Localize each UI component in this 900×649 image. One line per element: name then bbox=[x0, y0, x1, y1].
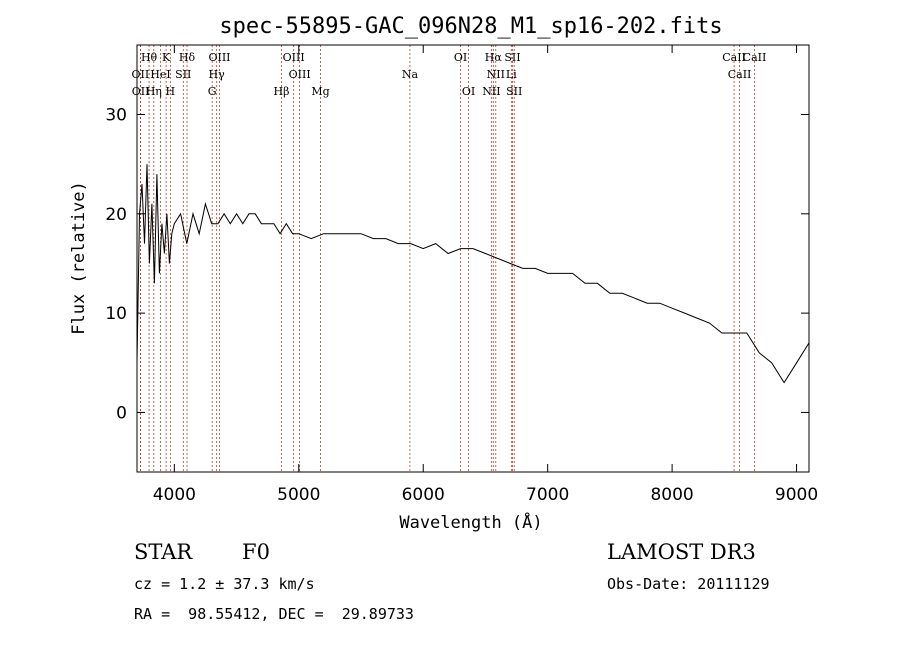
spectral-line-label: Na bbox=[402, 68, 419, 81]
y-tick-label: 0 bbox=[116, 403, 127, 423]
spectral-line-label: SII bbox=[506, 85, 522, 98]
y-tick-label: 20 bbox=[105, 205, 127, 225]
redshift-cz: cz = 1.2 ± 37.3 km/s bbox=[134, 575, 315, 593]
coordinates-ra-dec: RA = 98.55412, DEC = 29.89733 bbox=[134, 605, 414, 623]
spectral-line-label: Hγ bbox=[209, 68, 226, 81]
spectral-line-label: OIII bbox=[208, 51, 230, 64]
spectral-line-label: Mg bbox=[311, 85, 329, 98]
spectral-line-label: CaII bbox=[722, 51, 746, 64]
x-tick-label: 7000 bbox=[526, 485, 569, 505]
spectral-line-label: H bbox=[166, 85, 176, 98]
observation-date: Obs-Date: 20111129 bbox=[607, 575, 770, 593]
spectral-line-label: Hη bbox=[146, 85, 162, 98]
y-axis-ticks: 0 10 20 30 bbox=[105, 106, 809, 423]
spectral-line-label: SII bbox=[175, 68, 191, 81]
object-subclass: F0 bbox=[242, 540, 270, 564]
x-tick-label: 9000 bbox=[775, 485, 818, 505]
x-axis-ticks: 4000 5000 6000 7000 8000 9000 bbox=[153, 45, 818, 505]
spectral-line-label: G bbox=[208, 85, 217, 98]
spectral-line-label: Hδ bbox=[179, 51, 196, 64]
chart-title: spec-55895-GAC_096N28_M1_sp16-202.fits bbox=[219, 14, 722, 39]
spectral-line-label: Hθ bbox=[141, 51, 158, 64]
spectral-line-label: Li bbox=[506, 68, 517, 81]
spectral-line-label: CaII bbox=[728, 68, 752, 81]
spectral-line-label: OII bbox=[132, 68, 150, 81]
spectral-line-label: SII bbox=[504, 51, 520, 64]
x-axis-title: Wavelength (Å) bbox=[399, 511, 542, 533]
spectral-line-label: OI bbox=[454, 51, 467, 64]
spectral-line-label: OI bbox=[462, 85, 475, 98]
spectral-line-label: OIII bbox=[289, 68, 311, 81]
x-tick-label: 5000 bbox=[277, 485, 320, 505]
spectral-line-markers bbox=[139, 45, 755, 472]
y-axis-title: Flux (relative) bbox=[69, 181, 89, 335]
object-class: STAR bbox=[134, 540, 193, 564]
x-tick-label: 6000 bbox=[402, 485, 445, 505]
spectral-line-label: Hα bbox=[485, 51, 503, 64]
y-tick-label: 10 bbox=[105, 304, 127, 324]
spectral-line-label: Hβ bbox=[274, 85, 290, 98]
spectral-line-label: HeI bbox=[150, 68, 170, 81]
x-tick-label: 8000 bbox=[650, 485, 693, 505]
spectral-line-label: K bbox=[162, 51, 171, 64]
plot-frame bbox=[136, 44, 810, 473]
survey-label: LAMOST DR3 bbox=[607, 540, 756, 564]
y-tick-label: 30 bbox=[105, 106, 127, 126]
spectral-line-label: OII bbox=[132, 85, 150, 98]
spectral-line-label: CaII bbox=[743, 51, 767, 64]
spectrum-line bbox=[136, 164, 810, 384]
spectral-line-label: NII bbox=[487, 68, 505, 81]
x-tick-label: 4000 bbox=[153, 485, 196, 505]
spectral-line-label: NII bbox=[482, 85, 500, 98]
spectral-line-label: OIII bbox=[283, 51, 305, 64]
